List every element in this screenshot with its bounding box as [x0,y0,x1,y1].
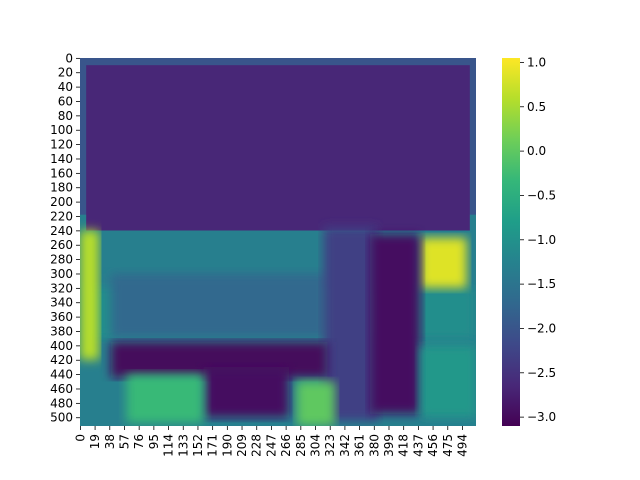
x-tick-label: 342 [338,434,352,457]
colorbar-ticks: 1.0 0.5 0.0 −0.5 −1.0 −1.5 −2.0 −2.5 −3.0 [520,55,556,424]
heatmap-region-bright-bottom-left [126,374,204,424]
colorbar-gradient [502,58,520,426]
x-tick-label: 114 [162,434,176,457]
x-tick-label: 57 [117,434,131,449]
x-tick-label: 76 [132,434,146,449]
heatmap-region-upper-block [86,65,470,231]
x-tick-label: 228 [250,434,264,457]
heatmap-region-lower-right-strip [420,345,476,418]
x-tick-label: 266 [279,434,293,457]
x-tick-label: 456 [426,434,440,457]
x-tick-label: 19 [88,434,102,449]
y-tick-label: 500 [50,411,73,425]
colorbar-tick-label: 0.0 [527,144,546,158]
y-tick-label: 200 [50,195,73,209]
heatmap-region-dark-right-column [370,234,421,414]
colorbar-tick-label: −2.0 [527,321,556,335]
y-tick-label: 240 [50,224,73,238]
heatmap-region-dark-lower-inner [203,367,289,418]
y-tick-label: 260 [50,238,73,252]
x-tick-label: 247 [264,434,278,457]
y-tick-label: 0 [65,51,73,65]
x-tick-label: 133 [176,434,190,457]
x-tick-label: 171 [206,434,220,457]
y-tick-label: 20 [58,66,73,80]
y-tick-label: 220 [50,209,73,223]
y-tick-label: 420 [50,353,73,367]
x-tick-label: 285 [294,434,308,457]
colorbar-tick-label: 1.0 [527,55,546,69]
x-tick-label: 38 [103,434,117,449]
x-tick-label: 152 [191,434,205,457]
heatmap-plot-area [80,58,476,426]
y-tick-label: 460 [50,382,73,396]
x-tick-label: 399 [382,434,396,457]
y-tick-label: 140 [50,152,73,166]
y-tick-label: 40 [58,80,73,94]
y-tick-label: 60 [58,94,73,108]
heatmap-region-bright-right-cluster [420,237,467,288]
colorbar-tick-label: −1.0 [527,233,556,247]
colorbar-tick-label: −3.0 [527,410,556,424]
x-tick-label: 361 [353,434,367,457]
colorbar-tick-label: −2.5 [527,366,556,380]
y-tick-label: 280 [50,253,73,267]
heatmap-region-bright-bottom-mid [296,381,336,426]
x-tick-label: 494 [455,434,469,457]
x-tick-label: 190 [220,434,234,457]
x-tick-label: 0 [73,434,87,442]
y-tick-label: 100 [50,123,73,137]
colorbar: 1.0 0.5 0.0 −0.5 −1.0 −1.5 −2.0 −2.5 −3.0 [502,55,556,426]
x-tick-label: 380 [367,434,381,457]
y-tick-label: 80 [58,109,73,123]
x-tick-label: 323 [323,434,337,457]
x-tick-label: 95 [147,434,161,449]
x-tick-label: 437 [411,434,425,457]
colorbar-tick-label: −1.5 [527,277,556,291]
y-tick-label: 400 [50,339,73,353]
x-tick-label: 475 [441,434,455,457]
x-tick-label: 304 [309,434,323,457]
y-tick-label: 120 [50,138,73,152]
y-tick-label: 360 [50,310,73,324]
y-tick-label: 180 [50,181,73,195]
y-tick-label: 300 [50,267,73,281]
heatmap-region-bright-left-edge [80,230,100,360]
colorbar-tick-label: −0.5 [527,188,556,202]
x-tick-label: 209 [235,434,249,457]
x-axis: 0 19 38 57 76 95 114 133 152 171 190 209 228 247 266 28… [73,426,469,457]
y-tick-label: 320 [50,281,73,295]
y-tick-label: 340 [50,296,73,310]
x-tick-label: 418 [397,434,411,457]
y-tick-label: 440 [50,368,73,382]
y-tick-label: 480 [50,396,73,410]
y-tick-label: 380 [50,324,73,338]
heatmap-region-mid-field [110,273,328,339]
y-axis: 0204060801001201401601802002202402602803… [50,51,80,425]
y-tick-label: 160 [50,166,73,180]
colorbar-tick-label: 0.5 [527,100,546,114]
